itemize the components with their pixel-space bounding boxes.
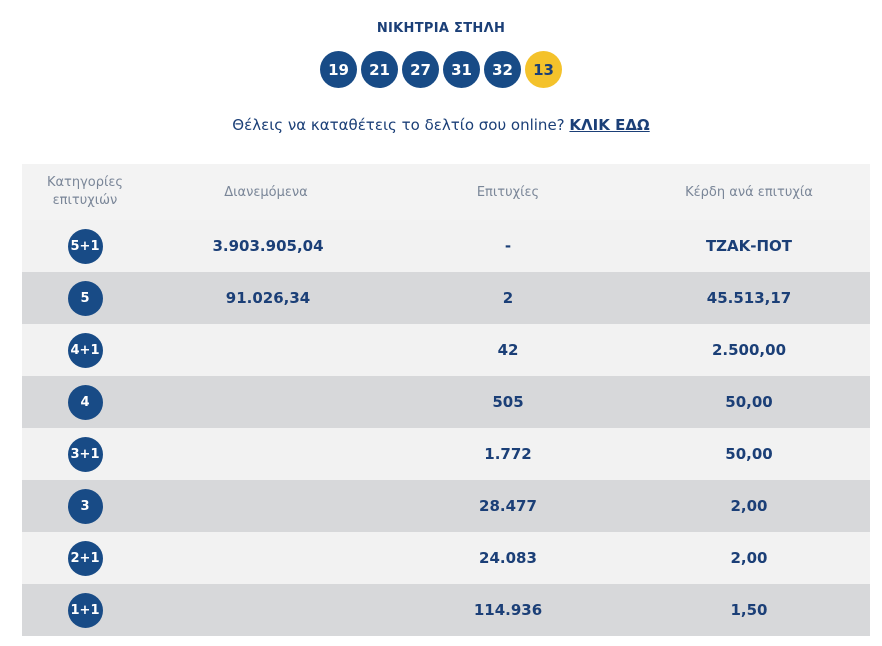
- winners-count: 114.936: [473, 601, 543, 619]
- winners-count: 28.477: [479, 497, 537, 515]
- number-ball: 21: [361, 51, 398, 88]
- winners-count: 42: [497, 341, 519, 359]
- winners-count: -: [504, 237, 512, 255]
- distributed-amount: 3.903.905,04: [212, 237, 324, 255]
- prize-amount: 2.500,00: [711, 341, 787, 359]
- table-row: 4+1 42 2.500,00: [22, 324, 870, 376]
- winners-count: 24.083: [479, 549, 537, 567]
- prize-amount: 45.513,17: [706, 289, 792, 307]
- winning-column-title: ΝΙΚΗΤΡΙΑ ΣΤΗΛΗ: [376, 21, 506, 36]
- number-ball: 32: [484, 51, 521, 88]
- number-ball: 27: [402, 51, 439, 88]
- category-badge: 2+1: [67, 540, 103, 576]
- distributed-amount: 91.026,34: [225, 289, 311, 307]
- table-row: 5 91.026,34 2 45.513,17: [22, 272, 870, 324]
- prize-amount: 2,00: [730, 549, 768, 567]
- table-row: 4 505 50,00: [22, 376, 870, 428]
- winning-numbers: 19 21 27 31 32 13: [0, 51, 882, 88]
- number-ball: 31: [443, 51, 480, 88]
- prize-amount: 50,00: [725, 393, 773, 411]
- winners-count: 1.772: [484, 445, 532, 463]
- category-badge: 4+1: [67, 332, 103, 368]
- category-badge: 1+1: [67, 592, 103, 628]
- table-row: 1+1 114.936 1,50: [22, 584, 870, 636]
- header-category-line1: Κατηγορίες: [46, 175, 124, 190]
- prize-amount: 2,00: [730, 497, 768, 515]
- header-prize: Κέρδη ανά επιτυχία: [685, 184, 813, 200]
- click-here-link[interactable]: ΚΛΙΚ ΕΔΩ: [569, 116, 650, 134]
- cta-text: Θέλεις να καταθέτεις το δελτίο σου onlin…: [232, 116, 565, 134]
- prize-amount: ΤΖΑΚ-ΠΟΤ: [705, 237, 793, 255]
- prize-amount: 1,50: [730, 601, 768, 619]
- prize-amount: 50,00: [725, 445, 773, 463]
- category-badge: 5: [67, 280, 103, 316]
- category-badge: 3: [67, 488, 103, 524]
- joker-ball: 13: [525, 51, 562, 88]
- number-ball: 19: [320, 51, 357, 88]
- online-cta: Θέλεις να καταθέτεις το δελτίο σου onlin…: [0, 116, 882, 134]
- header-category-line2: επιτυχιών: [52, 193, 118, 208]
- header-winners: Επιτυχίες: [476, 184, 540, 200]
- winners-count: 505: [492, 393, 524, 411]
- table-row: 5+1 3.903.905,04 - ΤΖΑΚ-ΠΟΤ: [22, 220, 870, 272]
- table-row: 3+1 1.772 50,00: [22, 428, 870, 480]
- table-header: Κατηγορίες επιτυχιών Διανεμόμενα Επιτυχί…: [22, 164, 870, 220]
- prize-table: Κατηγορίες επιτυχιών Διανεμόμενα Επιτυχί…: [22, 164, 870, 636]
- header-distributed: Διανεμόμενα: [224, 184, 308, 200]
- category-badge: 4: [67, 384, 103, 420]
- table-row: 2+1 24.083 2,00: [22, 532, 870, 584]
- table-row: 3 28.477 2,00: [22, 480, 870, 532]
- category-badge: 3+1: [67, 436, 103, 472]
- winners-count: 2: [502, 289, 514, 307]
- category-badge: 5+1: [67, 228, 103, 264]
- header-category: Κατηγορίες επιτυχιών: [22, 174, 148, 210]
